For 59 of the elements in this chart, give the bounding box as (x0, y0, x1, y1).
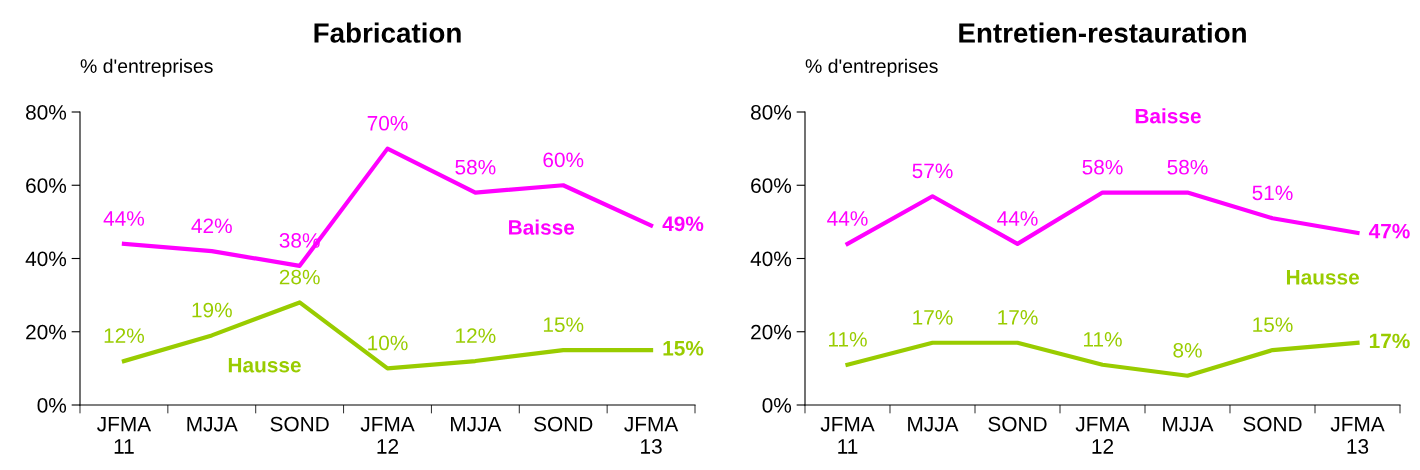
data-label: 57% (912, 163, 953, 179)
data-label: 44% (997, 211, 1038, 226)
x-tick-label: MJJA (187, 416, 238, 432)
x-tick-label: JFMA 13 (1330, 416, 1385, 454)
data-label: 44% (827, 211, 868, 226)
x-tick-label: MJJA (451, 416, 502, 432)
text: Hausse (1286, 270, 1359, 285)
data-label: 17% (998, 310, 1038, 325)
series-label: Hausse (228, 357, 301, 373)
chart-title: Fabrication (314, 22, 461, 43)
data-label: 70% (367, 115, 408, 131)
data-label: 42% (191, 218, 232, 234)
x-tick-label: MJJA (1163, 416, 1214, 432)
y-axis-title: % d'entreprises (80, 58, 213, 77)
data-label: 47% (1368, 223, 1410, 239)
data-label: 8% (1173, 342, 1202, 358)
series-label: Baisse (509, 219, 575, 235)
y-tick-label: 40% (750, 251, 792, 267)
data-label: 10% (368, 335, 408, 351)
x-tick-label: SOND (270, 416, 329, 432)
data-label: 17% (913, 310, 953, 325)
x-tick-label: JFMA 12 (360, 416, 415, 454)
data-label: 28% (279, 269, 320, 285)
data-label: 17% (1369, 333, 1410, 349)
data-label: 60% (543, 152, 584, 168)
data-label: 12% (104, 328, 145, 343)
y-tick-label: 60% (26, 178, 67, 193)
data-label: 11% (829, 332, 867, 347)
data-label: 51% (1252, 185, 1293, 201)
x-tick-label: MJJA (908, 416, 959, 432)
x-tick-label: JFMA 11 (97, 416, 152, 454)
y-tick-label: 80% (751, 105, 792, 120)
data-label: 58% (455, 159, 496, 175)
data-label: 15% (1253, 317, 1293, 333)
y-tick-label: 20% (751, 324, 792, 340)
y-tick-label: 80% (26, 105, 67, 120)
y-tick-label: 60% (751, 178, 792, 193)
y-tick-label: 20% (26, 324, 67, 340)
y-tick-label: 0% (762, 398, 792, 413)
x-tick-label: SOND (534, 416, 593, 432)
y-tick-label: 0% (37, 398, 67, 413)
data-label: 49% (662, 216, 704, 232)
data-label: 12% (456, 328, 496, 343)
y-tick-label: 40% (25, 251, 67, 267)
text: Baisse (1135, 108, 1201, 124)
x-tick-label: JFMA 12 (1075, 416, 1130, 454)
x-tick-label: JFMA 11 (820, 416, 875, 454)
data-label: 11% (1084, 332, 1122, 347)
y-axis-title: % d'entreprises (805, 58, 938, 77)
data-label: 58% (1082, 159, 1123, 175)
data-label: 58% (1167, 159, 1208, 175)
x-tick-label: SOND (1243, 416, 1302, 432)
data-label: 19% (192, 302, 232, 318)
data-label: 44% (103, 211, 145, 226)
x-tick-label: SOND (988, 416, 1047, 432)
x-tick-label: JFMA 13 (624, 416, 679, 454)
data-label: 15% (663, 340, 704, 356)
data-label: 15% (543, 317, 584, 333)
chart-title: Entretien-restauration (959, 22, 1246, 43)
